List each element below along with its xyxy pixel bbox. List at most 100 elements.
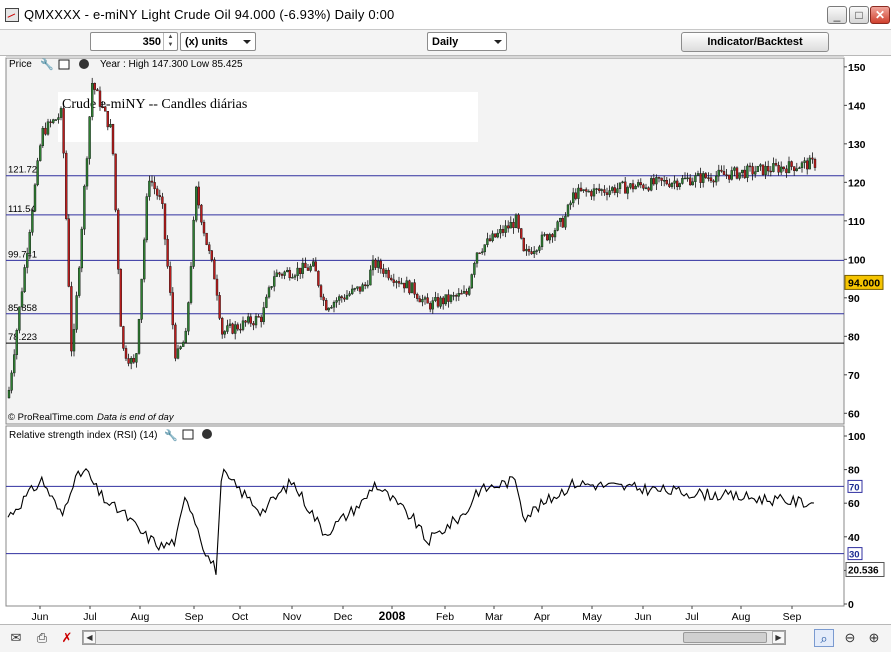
candle-up <box>808 157 811 170</box>
maximize-button[interactable]: □ <box>849 6 869 24</box>
candle-down <box>735 167 739 179</box>
candle-down <box>613 187 616 193</box>
wrench-icon[interactable]: 🔧 <box>164 428 178 442</box>
candle-up <box>223 331 227 335</box>
close-panel-icon[interactable] <box>202 429 212 439</box>
year-range-label: Year : High 147.300 Low 85.425 <box>100 59 243 70</box>
stepper-arrows-icon[interactable]: ▲ ▼ <box>163 33 177 50</box>
candle-down <box>743 169 746 178</box>
close-panel-icon[interactable] <box>79 59 89 69</box>
candle-down <box>478 252 481 255</box>
scroll-right-icon[interactable]: ▶ <box>772 631 785 644</box>
candle-up <box>650 178 653 191</box>
statusbar: ✉ ⎙ ✗ ◀ ▶ ⌕ ⊖ ⊕ <box>0 624 891 652</box>
period-dropdown[interactable]: Daily <box>427 32 507 51</box>
candle-up <box>553 230 557 238</box>
candle-up <box>90 83 94 117</box>
candle-up <box>738 172 741 179</box>
candle-up <box>616 188 619 193</box>
candle-up <box>187 302 190 332</box>
candle-up <box>572 192 575 204</box>
units-dropdown-label: (x) units <box>185 36 228 48</box>
candle-up <box>405 280 408 289</box>
candle-down <box>720 169 723 172</box>
candle-up <box>181 342 185 347</box>
candle-down <box>207 244 211 251</box>
candle-down <box>119 269 123 327</box>
candle-down <box>631 183 635 190</box>
rsi-tick-label: 100 <box>848 431 866 443</box>
candle-up <box>142 239 146 280</box>
scroll-left-icon[interactable]: ◀ <box>83 631 96 644</box>
candle-up <box>733 167 736 171</box>
candle-up <box>696 173 700 176</box>
chart-area: Price 🔧 Year : High 147.300 Low 85.425 Crud… <box>0 56 891 624</box>
indicator-backtest-button[interactable]: Indicator/Backtest <box>681 32 829 52</box>
mail-icon[interactable]: ✉ <box>10 630 22 645</box>
annotation-text: Crude e-miNY -- Candles diárias <box>62 97 247 112</box>
candle-down <box>163 203 167 240</box>
candle-up <box>564 215 567 228</box>
candle-down <box>174 324 177 359</box>
candle-down <box>455 295 458 297</box>
candle-up <box>57 117 60 120</box>
candle-down <box>624 181 627 194</box>
candle-up <box>566 204 570 217</box>
candle-down <box>116 209 120 270</box>
candle-up <box>283 271 286 276</box>
candle-down <box>403 282 406 289</box>
candle-up <box>644 187 648 189</box>
candle-up <box>491 233 494 242</box>
candle-up <box>345 295 349 300</box>
scrollbar-thumb[interactable] <box>683 632 767 643</box>
print-icon[interactable]: ⎙ <box>36 630 48 645</box>
rsi-last-value: 20.536 <box>848 565 879 576</box>
units-dropdown[interactable]: (x) units <box>180 32 256 51</box>
minimize-button[interactable]: _ <box>827 6 847 24</box>
candle-down <box>96 89 99 92</box>
zoom-in-icon[interactable]: ⊕ <box>868 630 880 645</box>
candle-up <box>176 348 180 359</box>
candle-down <box>171 292 175 326</box>
candle-up <box>543 234 546 236</box>
no-sync-icon[interactable]: ✗ <box>61 630 73 645</box>
chart-canvas[interactable]: Price 🔧 Year : High 147.300 Low 85.425 Crud… <box>0 56 891 624</box>
candle-down <box>546 234 549 241</box>
candle-down <box>306 267 310 271</box>
horizontal-scrollbar[interactable]: ◀ ▶ <box>82 630 786 645</box>
candle-down <box>101 106 104 108</box>
chevron-down-icon <box>243 40 251 44</box>
candle-up <box>496 232 499 238</box>
window-icon[interactable] <box>182 429 194 440</box>
candle-up <box>514 214 518 229</box>
candle-down <box>413 282 416 295</box>
zoom-fit-icon[interactable]: ⌕ <box>814 629 834 647</box>
candle-down <box>761 164 765 175</box>
candle-down <box>647 187 650 191</box>
candle-up <box>348 293 351 296</box>
candle-down <box>751 166 754 175</box>
candle-up <box>241 320 245 330</box>
price-tick-label: 110 <box>848 216 865 228</box>
candle-up <box>595 188 598 190</box>
rsi-ref-label: 70 <box>849 482 860 493</box>
candle-up <box>452 295 455 297</box>
candle-down <box>527 248 531 252</box>
candle-up <box>504 225 507 233</box>
units-stepper[interactable]: 350 ▲ ▼ <box>90 32 178 51</box>
candle-down <box>166 238 169 267</box>
candle-down <box>488 238 492 242</box>
candle-down <box>501 229 505 233</box>
candle-up <box>88 116 91 159</box>
candle-up <box>145 196 149 241</box>
close-button[interactable]: ✕ <box>870 6 890 24</box>
candle-up <box>400 282 403 285</box>
candle-up <box>228 323 232 326</box>
candle-down <box>520 228 523 239</box>
zoom-out-icon[interactable]: ⊖ <box>844 630 856 645</box>
wrench-icon[interactable]: 🔧 <box>40 57 54 71</box>
window-icon[interactable] <box>58 59 70 70</box>
candle-up <box>754 171 757 175</box>
candle-up <box>681 177 684 184</box>
candle-down <box>122 326 125 349</box>
